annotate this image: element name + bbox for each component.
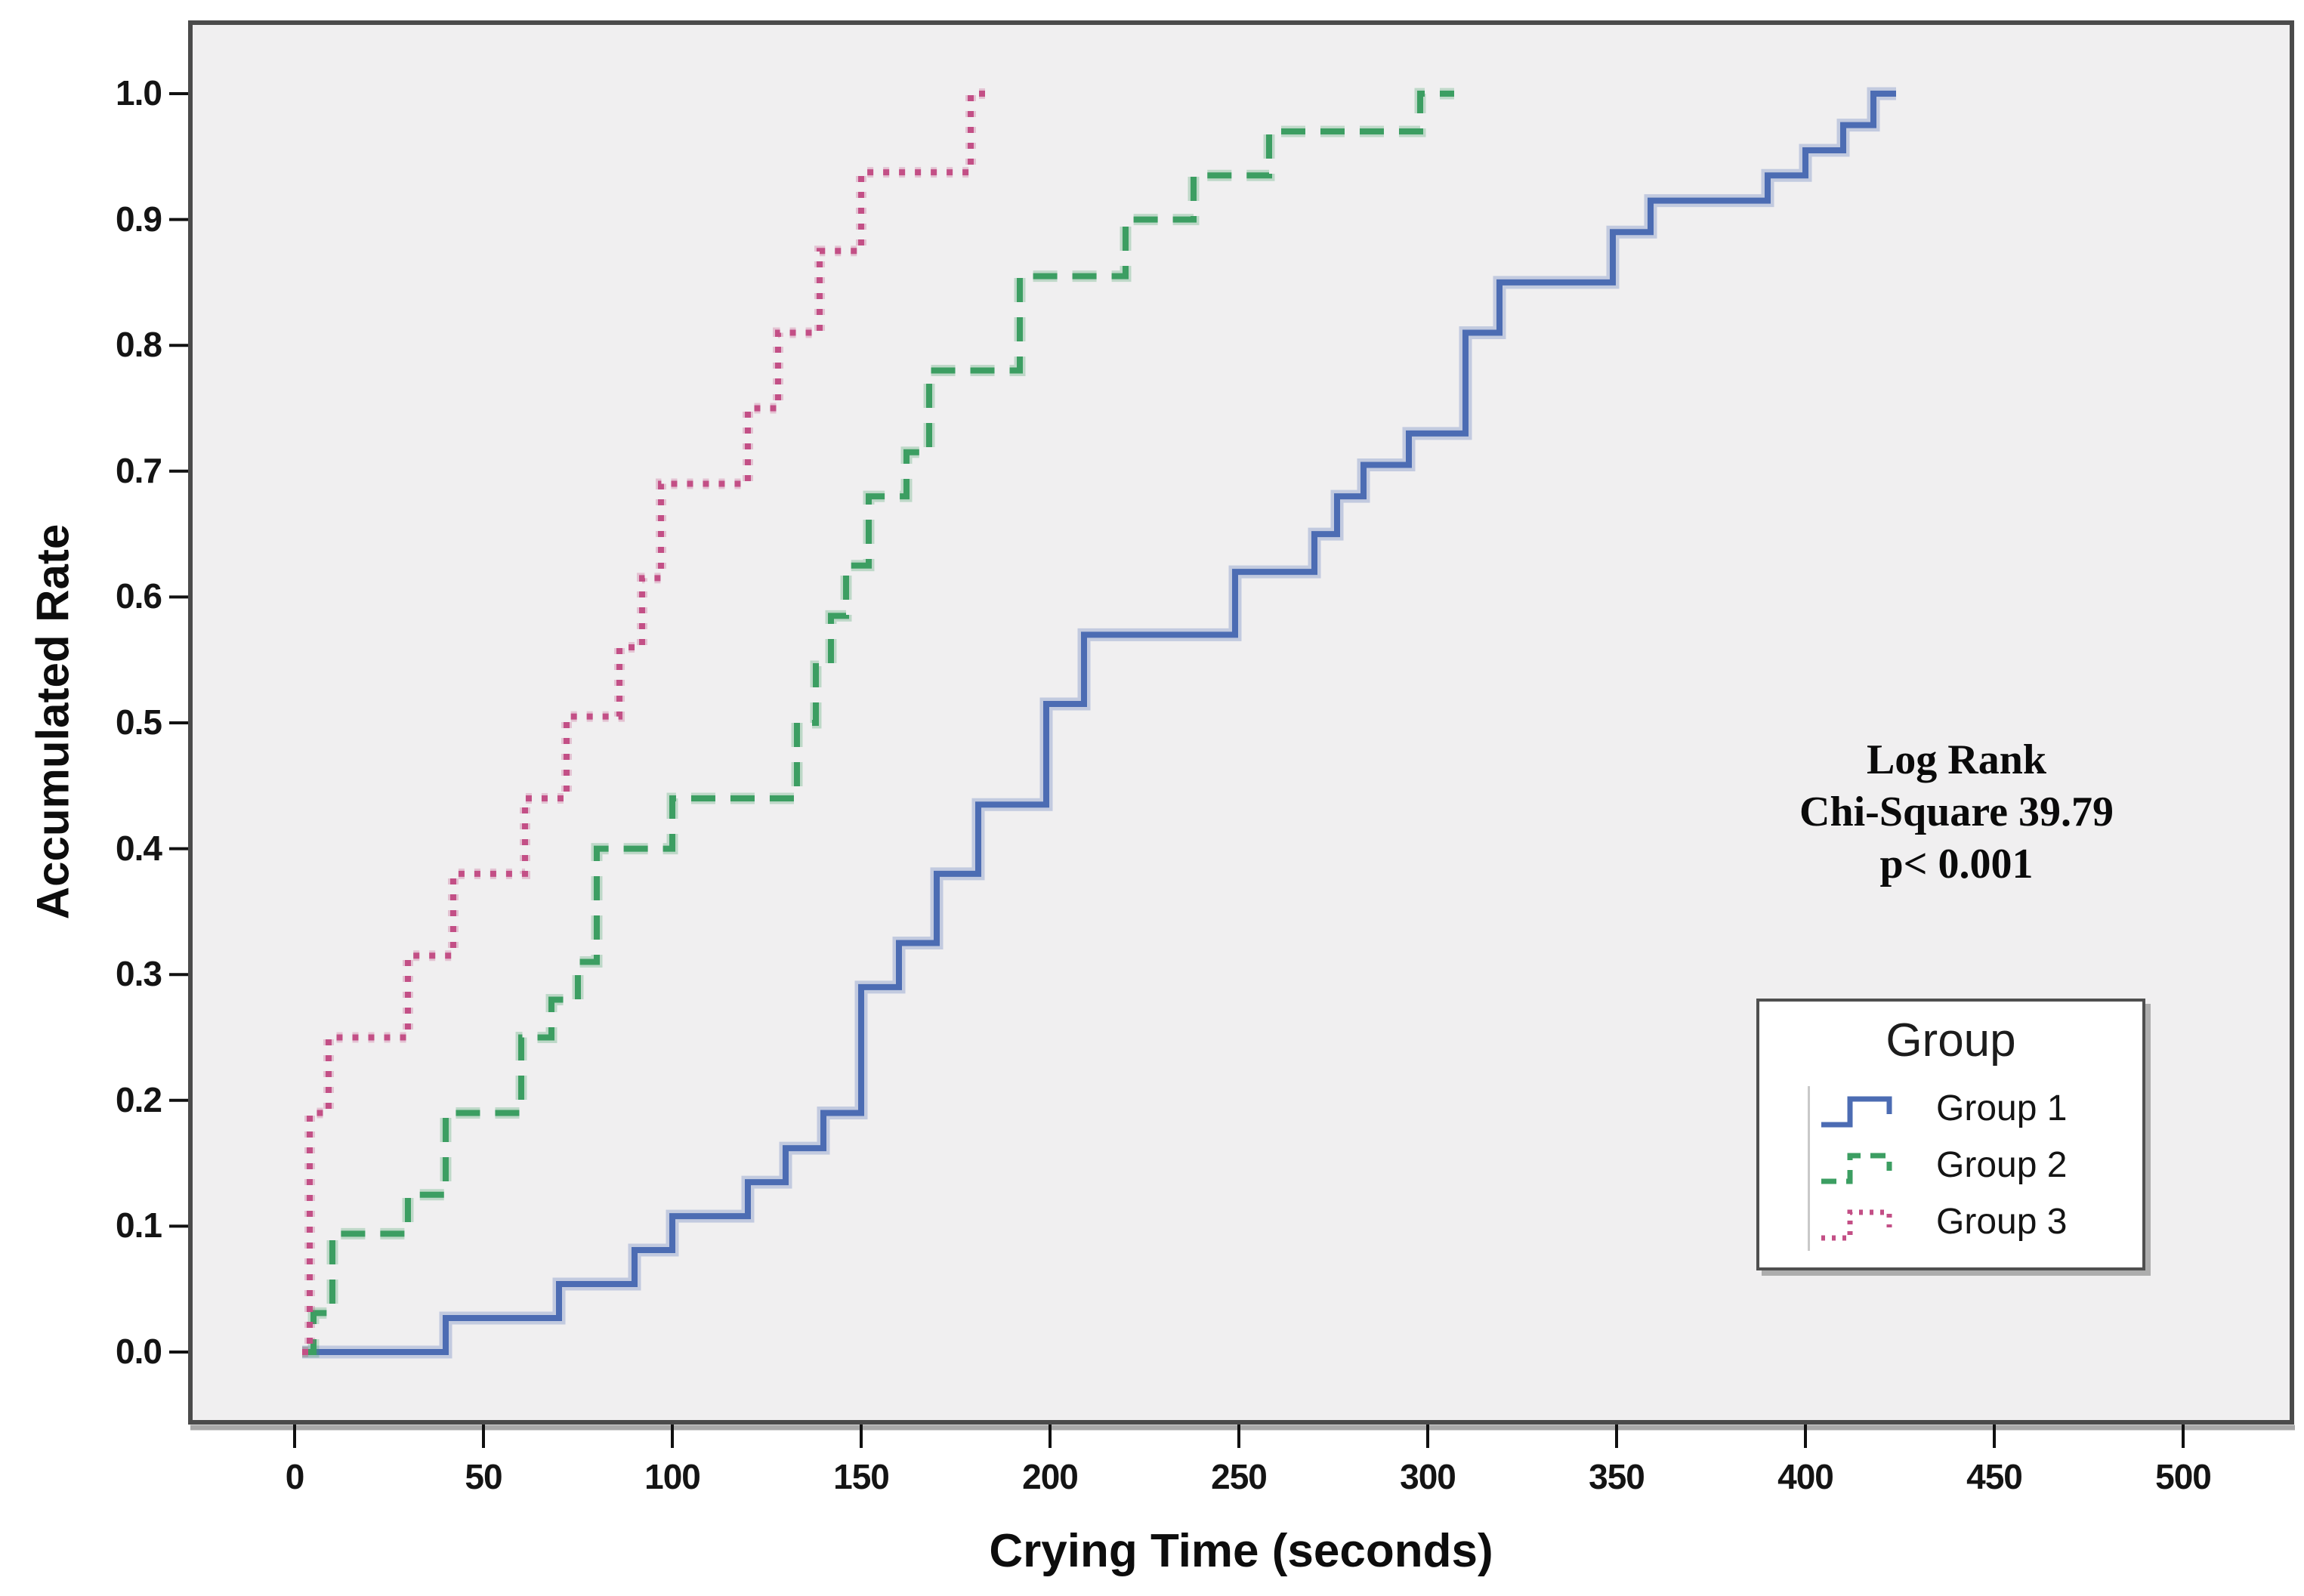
x-tick-label: 450 xyxy=(1966,1457,2023,1496)
x-tick-label: 250 xyxy=(1211,1457,1268,1496)
y-tick-label: 0.7 xyxy=(116,450,162,490)
x-tick-label: 0 xyxy=(285,1457,305,1496)
legend-sample-dotted-icon xyxy=(1821,1209,1892,1240)
legend-item-label: Group 1 xyxy=(1936,1088,2068,1128)
x-tick-label: 100 xyxy=(644,1457,701,1496)
y-tick-label: 0.6 xyxy=(116,576,162,616)
legend-item-group-1: Group 1 xyxy=(1812,1080,2135,1137)
x-tick-label: 300 xyxy=(1400,1457,1456,1496)
y-tick-label: 0.3 xyxy=(116,954,162,994)
curves-layer xyxy=(302,87,1896,1359)
legend-box: Group Group 1 Group 2 Group 3 xyxy=(1756,999,2145,1270)
x-tick-label: 50 xyxy=(465,1457,502,1496)
y-tick-label: 0.2 xyxy=(116,1079,162,1119)
annotation-line-1: Log Rank xyxy=(1866,736,2047,783)
group3-curve xyxy=(302,91,986,1355)
legend-sample-solid-icon xyxy=(1821,1096,1892,1127)
x-tick-label: 150 xyxy=(833,1457,890,1496)
x-axis-title: Crying Time (seconds) xyxy=(989,1525,1493,1577)
y-tick-label: 0.0 xyxy=(116,1332,162,1371)
legend-sample-line xyxy=(1821,1096,1892,1127)
x-tick-label: 200 xyxy=(1022,1457,1079,1496)
y-tick-label: 0.4 xyxy=(116,828,162,868)
legend-sample-line xyxy=(1821,1209,1892,1240)
group2-curve xyxy=(302,91,1454,1355)
x-tick-label: 400 xyxy=(1777,1457,1834,1496)
axis-ticks xyxy=(169,92,2185,1448)
legend-sample-line xyxy=(1821,1153,1892,1184)
y-tick-label: 0.9 xyxy=(116,199,162,239)
legend-title: Group xyxy=(1886,1014,2016,1067)
plot-frame xyxy=(188,20,2294,1425)
legend-item-group-2: Group 2 xyxy=(1812,1137,2135,1193)
y-tick-label: 0.8 xyxy=(116,325,162,365)
annotation-line-2: Chi-Square 39.79 xyxy=(1799,789,2114,835)
annotation-line-3: p< 0.001 xyxy=(1879,841,2034,888)
x-tick-label: 350 xyxy=(1589,1457,1645,1496)
x-tick-label: 500 xyxy=(2155,1457,2212,1496)
group1-curve xyxy=(302,91,1896,1355)
legend-item-group-3: Group 3 xyxy=(1812,1193,2135,1250)
log-rank-annotation: Log Rank Chi-Square 39.79 p< 0.001 xyxy=(1715,734,2198,891)
legend-sample-axis xyxy=(1808,1086,1810,1251)
legend-sample-dashed-icon xyxy=(1821,1153,1892,1184)
y-tick-label: 1.0 xyxy=(116,73,162,113)
y-axis-title: Accumulated Rate xyxy=(27,523,79,920)
y-tick-label: 0.5 xyxy=(116,702,162,742)
legend-item-label: Group 3 xyxy=(1936,1202,2068,1242)
y-tick-label: 0.1 xyxy=(116,1205,162,1246)
legend-rows: Group 1 Group 2 Group 3 xyxy=(1812,1080,2135,1250)
legend-item-label: Group 2 xyxy=(1936,1145,2068,1185)
